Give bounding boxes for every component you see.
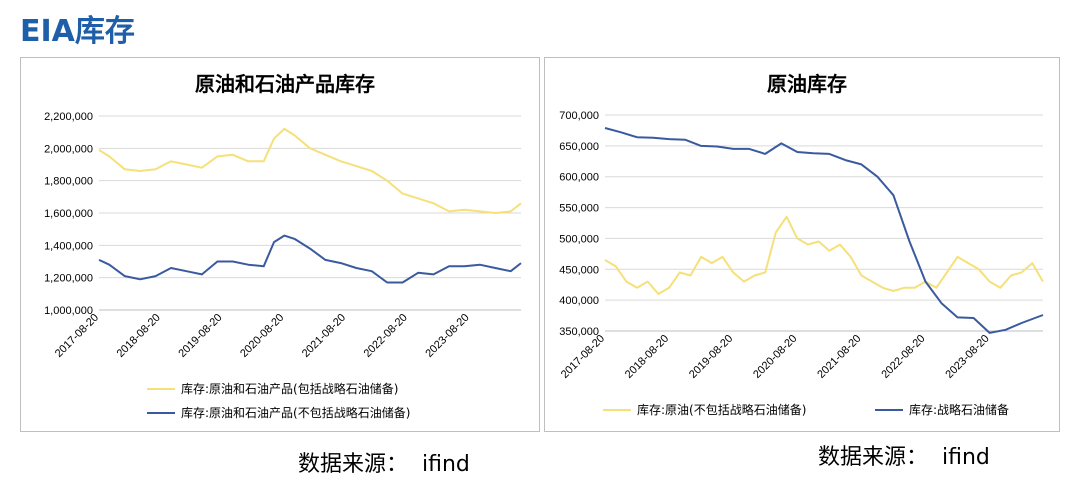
x-tick-label: 2019-08-20 — [176, 312, 224, 360]
chart-total-inventory: 原油和石油产品库存 1,000,000 1,200,000 1,400,000 1,60… — [21, 58, 541, 433]
y-tick-label: 1,400,000 — [44, 240, 93, 252]
page-title: EIA库存 — [20, 6, 135, 50]
series-line-0 — [605, 217, 1043, 294]
y-tick-label: 350,000 — [559, 326, 599, 338]
y-tick-label: 1,200,000 — [44, 273, 93, 285]
x-tick-label: 2021-08-20 — [300, 312, 348, 360]
x-tick-label: 2018-08-20 — [623, 333, 671, 381]
x-tick-label: 2018-08-20 — [115, 312, 163, 360]
y-tick-label: 450,000 — [559, 264, 599, 276]
chart-panel-total-inventory: 原油和石油产品库存 1,000,000 1,200,000 1,400,000 1,60… — [20, 57, 540, 432]
x-tick-label: 2022-08-20 — [879, 333, 927, 381]
chart-title: 原油库存 — [767, 72, 847, 96]
chart-panel-crude-inventory: 原油库存 350,000 400,000 450,000 500,000 550,000 6… — [544, 57, 1060, 432]
series-line-1 — [605, 128, 1043, 333]
y-tick-label: 550,000 — [559, 203, 599, 215]
y-tick-label: 2,200,000 — [44, 111, 93, 123]
x-tick-label: 2020-08-20 — [238, 312, 286, 360]
y-tick-label: 700,000 — [559, 110, 599, 122]
chart-crude-inventory: 原油库存 350,000 400,000 450,000 500,000 550,000 6… — [545, 58, 1061, 433]
legend-label: 库存:原油和石油产品(包括战略石油储备) — [181, 381, 398, 396]
y-tick-label: 2,000,000 — [44, 143, 93, 155]
data-source-right: 数据来源： ifind — [818, 439, 990, 471]
x-tick-label: 2023-08-20 — [943, 333, 991, 381]
y-tick-label: 1,800,000 — [44, 176, 93, 188]
series-line-0 — [99, 129, 521, 213]
y-tick-label: 500,000 — [559, 233, 599, 245]
y-tick-label: 1,000,000 — [44, 305, 93, 317]
y-tick-label: 600,000 — [559, 172, 599, 184]
series-line-1 — [99, 236, 521, 283]
y-tick-label: 650,000 — [559, 141, 599, 153]
y-tick-label: 400,000 — [559, 295, 599, 307]
y-tick-label: 1,600,000 — [44, 208, 93, 220]
x-tick-label: 2017-08-20 — [53, 312, 101, 360]
chart-title: 原油和石油产品库存 — [195, 72, 375, 96]
legend-label: 库存:战略石油储备 — [909, 402, 1009, 417]
x-tick-label: 2023-08-20 — [423, 312, 471, 360]
legend-label: 库存:原油(不包括战略石油储备) — [637, 402, 806, 417]
x-tick-label: 2017-08-20 — [559, 333, 607, 381]
x-tick-label: 2020-08-20 — [751, 333, 799, 381]
data-source-left: 数据来源： ifind — [298, 446, 470, 478]
x-tick-label: 2021-08-20 — [815, 333, 863, 381]
x-tick-label: 2022-08-20 — [362, 312, 410, 360]
legend-label: 库存:原油和石油产品(不包括战略石油储备) — [181, 405, 410, 420]
x-tick-label: 2019-08-20 — [687, 333, 735, 381]
